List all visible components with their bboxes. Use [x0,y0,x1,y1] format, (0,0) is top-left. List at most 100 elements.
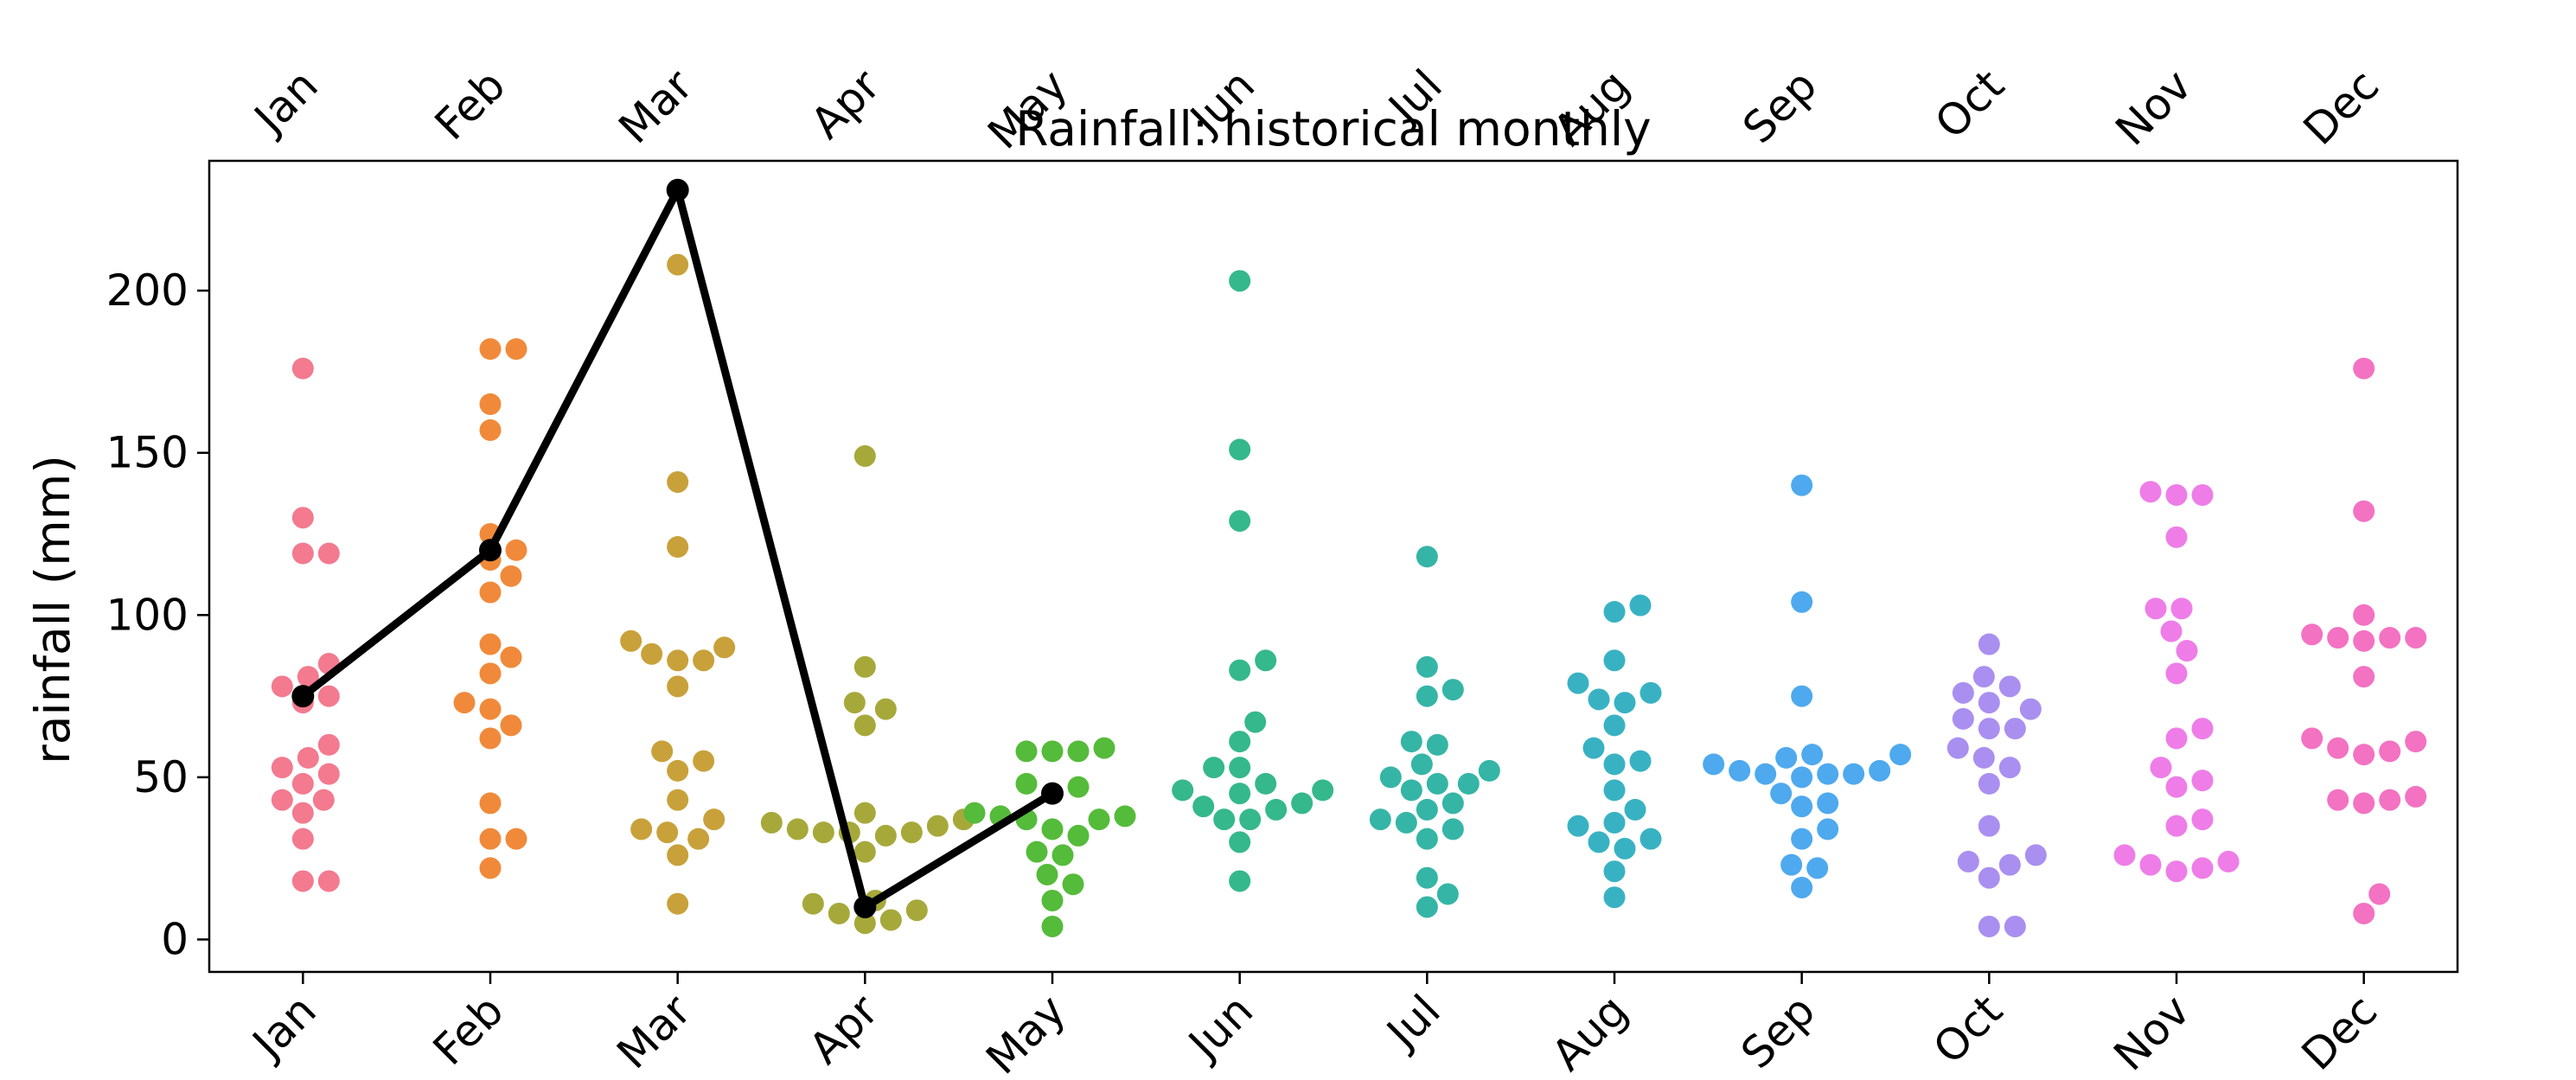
historical-point [853,802,876,824]
historical-point [1015,740,1038,763]
historical-point [317,542,340,565]
historical-point [656,821,679,844]
historical-point [879,909,902,931]
historical-point [1239,808,1262,831]
historical-point [479,727,502,750]
historical-point [1972,666,1995,688]
historical-point [1067,740,1090,763]
historical-point [713,636,736,659]
historical-point [505,539,527,561]
historical-point [1088,808,1110,831]
x-tick-label: Dec [2292,985,2387,1079]
historical-point [2191,857,2214,879]
historical-point [1416,655,1438,678]
historical-point [291,357,314,380]
x-tick-label: Nov [2104,985,2199,1080]
historical-point [479,792,502,815]
historical-point [1379,766,1402,789]
historical-point [1114,805,1136,828]
historical-point [1603,811,1626,834]
historical-point [479,662,502,685]
historical-point [317,733,340,756]
historical-point [853,714,876,737]
historical-point [1640,681,1662,704]
historical-point [853,444,876,467]
historical-point [2191,483,2214,506]
x-tick-label: Jun [1178,985,1262,1070]
historical-point [1441,818,1464,840]
historical-point [1817,763,1839,785]
historical-point [2353,629,2375,652]
historical-point [1978,772,2000,795]
historical-point [1978,718,2000,740]
current-series-marker [853,895,877,918]
y-tick-label: 0 [161,914,189,964]
historical-point [1770,783,1793,805]
historical-point [2368,883,2391,905]
historical-point [900,821,923,844]
historical-point [1957,850,1979,872]
historical-point [2024,844,2047,866]
top-axis-label: Apr [802,60,890,148]
historical-point [853,655,876,678]
historical-point [1312,779,1334,802]
historical-point [2191,770,2214,792]
historical-point [1978,915,2000,937]
historical-point [1806,857,1829,879]
historical-point [667,759,689,782]
x-tick-label: Jan [241,985,326,1070]
historical-point [786,818,809,840]
historical-point [1041,915,1064,937]
x-tick-label: Jul [1376,985,1450,1059]
historical-point [1041,818,1064,840]
historical-point [874,698,897,720]
historical-point [2165,776,2188,798]
current-series-marker [291,685,315,708]
historical-point [2165,860,2188,883]
historical-point [667,789,689,811]
historical-point [291,542,314,565]
historical-point [2353,604,2375,626]
historical-point [1640,828,1662,850]
historical-point [1603,649,1626,672]
historical-point [2191,808,2214,831]
historical-point [2165,727,2188,750]
historical-point [2139,481,2162,503]
historical-point [2327,627,2349,649]
historical-point [1791,685,1813,707]
historical-point [1416,828,1438,850]
historical-point [1998,675,2021,698]
historical-point [1416,866,1438,889]
historical-point [2379,789,2401,811]
historical-point [2113,844,2136,866]
historical-point [926,815,949,837]
historical-point [1567,815,1589,837]
historical-point [1416,896,1438,918]
historical-point [651,740,674,763]
historical-point [667,649,689,672]
historical-point [1780,853,1803,876]
historical-point [2004,718,2026,740]
historical-point [2139,853,2162,876]
historical-point [1817,792,1839,815]
historical-point [1567,672,1589,694]
historical-point [1441,792,1464,815]
historical-point [2353,902,2375,924]
historical-point [667,892,689,915]
historical-point [291,507,314,529]
historical-point [1229,731,1251,753]
x-tick-label: Sep [1731,985,1825,1078]
y-tick-label: 150 [106,428,189,478]
historical-point [693,750,715,772]
historical-point [2327,737,2349,759]
top-axis-label: Dec [2294,60,2388,154]
historical-point [1416,798,1438,821]
historical-point [1801,744,1824,766]
historical-point [297,746,319,769]
historical-point [1395,811,1417,834]
y-axis-label: rainfall (mm) [25,455,80,764]
historical-point [667,844,689,866]
historical-point [1946,737,1969,759]
historical-point [2170,598,2193,620]
